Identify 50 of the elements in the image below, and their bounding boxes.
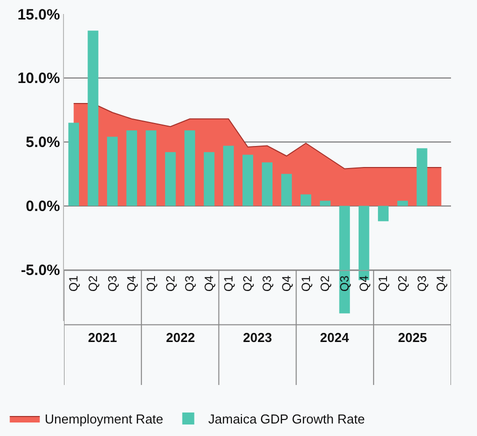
x-tick-label: Q1: [298, 275, 313, 292]
bar: [262, 162, 272, 206]
x-tick-label: Q1: [221, 275, 236, 292]
text: 2023: [243, 330, 272, 345]
x-tick-label: Q3: [260, 275, 274, 292]
bar: [165, 152, 176, 206]
bar: [397, 200, 408, 206]
x-tick-label: Q4: [279, 275, 294, 292]
x-tick-label: Q4: [202, 275, 216, 292]
text: 2022: [166, 330, 195, 345]
text: 2025: [398, 330, 427, 345]
bar: [68, 122, 79, 206]
y-tick-label: -5.0%: [20, 262, 60, 280]
y-tick-label: 15.0%: [17, 6, 60, 24]
x-tick-label: Q2: [86, 275, 100, 292]
x-tick-label: Q3: [337, 275, 352, 292]
bar: [242, 154, 254, 206]
x-tick-label: Q3: [182, 275, 197, 292]
bar: [146, 130, 156, 206]
bar: [339, 206, 350, 314]
bar: [204, 152, 214, 206]
x-tick-label: Q1: [376, 275, 390, 292]
y-tick-label: 10.0%: [17, 70, 60, 88]
bar: [88, 30, 98, 206]
bar: [184, 130, 196, 206]
x-tick-label: Q4: [356, 275, 371, 292]
bar: [416, 148, 428, 206]
bar: [300, 194, 312, 206]
x-tick-label: Q2: [396, 275, 410, 292]
text: 2021: [88, 330, 117, 345]
x-tick-label: Q3: [105, 275, 120, 292]
y-tick-label: 0.0%: [26, 198, 60, 216]
bar: [320, 200, 331, 206]
x-tick-label: Q4: [124, 275, 139, 292]
legend-label: Unemployment Rate: [44, 412, 164, 427]
text: 2024: [320, 330, 350, 345]
bar: [281, 174, 292, 206]
x-tick-label: Q2: [240, 275, 255, 292]
y-tick-label: 5.0%: [26, 134, 60, 152]
bar: [107, 136, 118, 206]
x-tick-label: Q2: [318, 275, 332, 292]
x-tick-label: Q1: [66, 275, 81, 292]
x-tick-label: Q1: [144, 275, 158, 292]
legend-label: Jamaica GDP Growth Rate: [208, 412, 365, 427]
bar: [126, 130, 138, 206]
x-tick-label: Q2: [163, 275, 178, 292]
bar: [223, 146, 234, 206]
bar: [378, 206, 389, 222]
x-tick-label: Q3: [414, 275, 429, 292]
x-tick-label: Q4: [434, 275, 448, 292]
